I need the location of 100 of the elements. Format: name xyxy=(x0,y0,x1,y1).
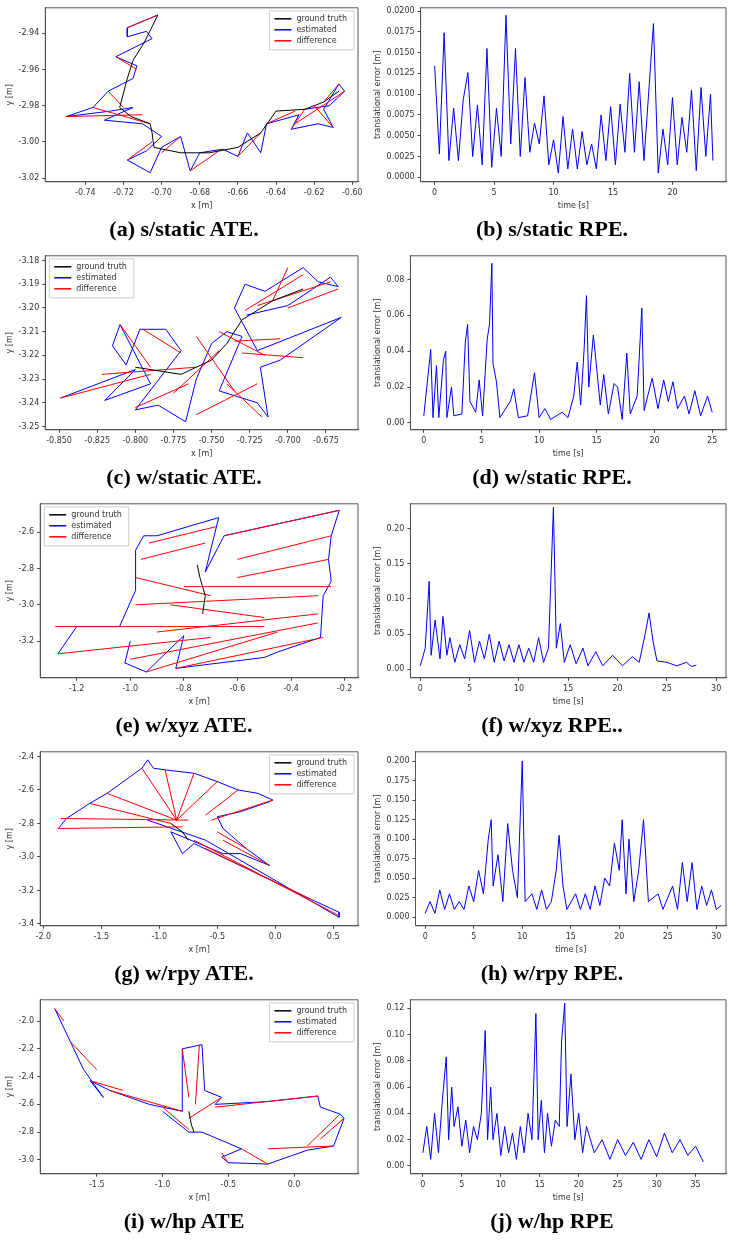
y-tick-label: -2.96 xyxy=(18,64,40,74)
y-tick-label: -3.20 xyxy=(18,303,40,313)
x-tick-label: -0.5 xyxy=(220,1179,237,1189)
legend-label: difference xyxy=(76,283,117,293)
y-tick-label: -2.4 xyxy=(18,1071,35,1081)
x-tick-label: -1.0 xyxy=(154,1179,171,1189)
legend-label: estimated xyxy=(71,520,112,530)
y-tick-label: -3.2 xyxy=(18,885,35,895)
text: (f) w/xyz RPE.. xyxy=(480,711,624,739)
x-tick-label: 15 xyxy=(565,931,576,941)
y-tick-label: 0.00 xyxy=(386,1161,405,1170)
y-tick-label: -3.4 xyxy=(18,919,35,929)
x-tick-label: 30 xyxy=(711,683,722,693)
y-tick-label: 0.15 xyxy=(386,558,405,568)
y-tick-label: -2.4 xyxy=(18,751,35,761)
text: (c) w/static ATE. xyxy=(105,463,263,491)
y-tick-label: -2.8 xyxy=(18,563,35,573)
y-tick-label: -2.6 xyxy=(18,527,35,537)
x-tick-label: 0.5 xyxy=(326,931,340,941)
x-tick-label: -1.5 xyxy=(93,931,110,941)
x-axis-title: time [s] xyxy=(552,449,584,459)
y-tick-label: -3.18 xyxy=(18,255,40,265)
x-tick-label: -0.850 xyxy=(46,435,72,445)
text: (h) w/rpy RPE. xyxy=(479,959,625,987)
x-tick-label: 30 xyxy=(651,1179,662,1189)
y-tick-label: 0.00 xyxy=(386,418,405,428)
y-axis-title: y [m] xyxy=(4,84,14,106)
y-tick-label: 0.050 xyxy=(386,873,410,883)
x-tick-label: 10 xyxy=(517,931,528,941)
x-tick-label: -0.66 xyxy=(227,187,249,197)
x-tick-label: 25 xyxy=(612,1179,623,1189)
legend-label: estimated xyxy=(296,1016,337,1026)
legend-label: ground truth xyxy=(71,509,122,519)
y-tick-label: -3.0 xyxy=(18,599,35,609)
text: (i) w/hp ATE xyxy=(122,1207,246,1235)
x-tick-label: 15 xyxy=(607,187,619,197)
text: (e) w/xyz ATE. xyxy=(114,711,254,739)
x-tick-label: 0.0 xyxy=(268,931,282,941)
y-tick-label: 0.06 xyxy=(386,1082,405,1092)
y-tick-label: 0.10 xyxy=(386,1029,405,1039)
x-tick-label: -0.68 xyxy=(189,187,211,197)
x-axis-title: x [m] xyxy=(188,697,210,707)
text: (a) s/static ATE. xyxy=(108,215,260,243)
y-tick-label: 0.175 xyxy=(386,775,410,785)
y-tick-label: -3.21 xyxy=(18,326,40,336)
y-tick-label: 0.025 xyxy=(386,892,410,902)
y-tick-label: -3.2 xyxy=(18,636,35,646)
x-tick-label: -1.2 xyxy=(68,683,85,693)
y-axis-title: y [m] xyxy=(4,1076,14,1098)
y-tick-label: 0.12 xyxy=(386,1003,405,1013)
y-tick-label: 0.075 xyxy=(386,853,410,863)
x-tick-label: -0.700 xyxy=(274,435,301,445)
y-tick-label: -2.2 xyxy=(18,1043,35,1053)
y-axis-title: y [m] xyxy=(4,580,14,602)
y-axis-title: translational error [m] xyxy=(372,546,382,636)
x-tick-label: 20 xyxy=(649,435,660,445)
legend-label: difference xyxy=(296,779,337,789)
x-tick-label: -0.4 xyxy=(283,683,299,693)
x-tick-label: 5 xyxy=(491,187,497,197)
x-tick-label: 25 xyxy=(661,683,672,693)
x-tick-label: 10 xyxy=(548,187,559,197)
y-tick-label: 0.0000 xyxy=(386,172,415,182)
x-tick-label: -0.800 xyxy=(122,435,149,445)
x-tick-label: 20 xyxy=(614,931,625,941)
legend-label: estimated xyxy=(296,768,337,778)
x-axis-title: x [m] xyxy=(188,945,210,955)
x-tick-label: -0.5 xyxy=(209,931,226,941)
text: (g) w/rpy ATE. xyxy=(113,959,255,987)
legend-label: ground truth xyxy=(76,261,127,271)
y-tick-label: 0.08 xyxy=(386,274,405,284)
x-axis-title: time [s] xyxy=(557,201,589,211)
x-tick-label: -1.0 xyxy=(151,931,168,941)
y-tick-label: 0.04 xyxy=(386,1108,405,1118)
y-tick-label: -3.19 xyxy=(18,279,40,289)
x-tick-label: -0.8 xyxy=(176,683,192,693)
x-tick-label: 15 xyxy=(563,683,574,693)
y-tick-label: -2.6 xyxy=(18,1099,35,1109)
x-tick-label: -0.750 xyxy=(198,435,225,445)
x-tick-label: 5 xyxy=(478,435,485,445)
y-tick-label: -2.8 xyxy=(18,818,35,828)
y-tick-label: 0.200 xyxy=(386,756,410,766)
legend-label: difference xyxy=(296,35,337,45)
x-axis-title: x [m] xyxy=(190,449,213,459)
x-tick-label: -0.72 xyxy=(113,187,134,197)
legend-label: difference xyxy=(296,1027,337,1037)
y-tick-label: -2.8 xyxy=(18,1127,35,1137)
x-tick-label: 0 xyxy=(421,435,427,445)
y-tick-label: -3.23 xyxy=(18,374,40,384)
y-tick-label: 0.05 xyxy=(386,629,405,639)
x-tick-label: -0.74 xyxy=(74,187,96,197)
x-axis-title: time [s] xyxy=(552,1193,584,1203)
x-tick-label: 0 xyxy=(417,683,423,693)
text: (j) w/hp RPE xyxy=(489,1207,615,1235)
x-tick-label: 30 xyxy=(711,931,722,941)
y-tick-label: 0.20 xyxy=(386,523,405,533)
y-axis-title: translational error [m] xyxy=(372,298,382,388)
y-axis-title: y [m] xyxy=(4,332,14,354)
y-tick-label: 0.0125 xyxy=(386,68,415,78)
x-tick-label: -0.675 xyxy=(313,435,339,445)
x-tick-label: 35 xyxy=(690,1179,701,1189)
